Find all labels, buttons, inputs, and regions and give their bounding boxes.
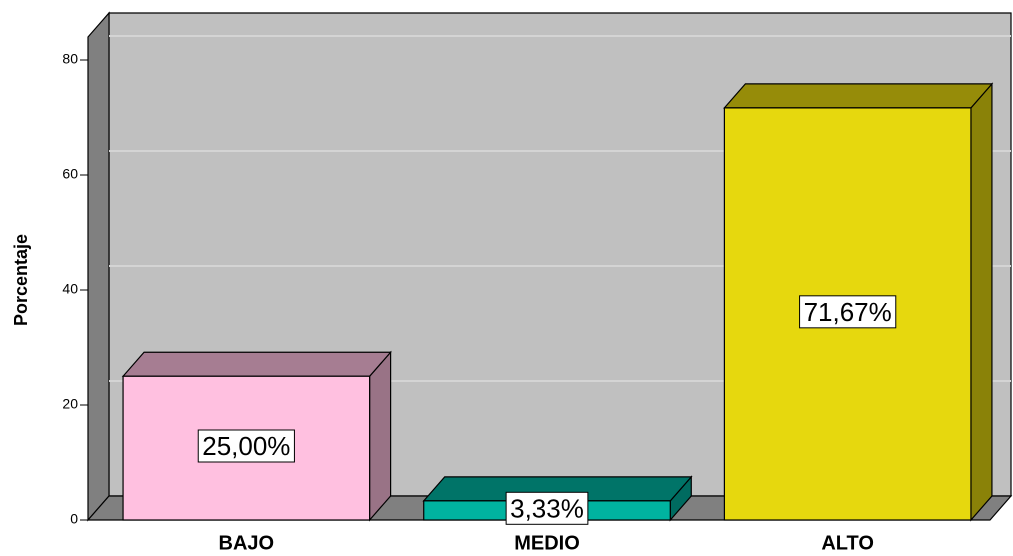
x-tick-label: MEDIO xyxy=(514,532,580,554)
value-label: 71,67% xyxy=(804,297,892,327)
bar-top xyxy=(723,83,994,109)
value-label: 3,33% xyxy=(510,493,584,523)
value-label: 25,00% xyxy=(202,431,290,461)
x-tick-label: BAJO xyxy=(219,532,275,554)
value-label-box xyxy=(197,429,295,463)
value-label-box xyxy=(799,295,897,329)
y-tick-label: 20 xyxy=(62,396,78,412)
y-tick-label: 60 xyxy=(62,166,78,182)
y-tick-label: 80 xyxy=(62,51,78,67)
bar xyxy=(723,82,994,522)
x-tick-label: ALTO xyxy=(821,532,874,554)
bar-top xyxy=(121,351,392,377)
value-label-box xyxy=(505,491,589,525)
bar-side xyxy=(369,350,392,522)
y-tick-label: 0 xyxy=(70,511,78,527)
bar-side xyxy=(970,82,993,522)
y-tick-label: 40 xyxy=(62,281,78,297)
y-axis-label: Porcentaje xyxy=(11,234,31,326)
left-wall xyxy=(87,11,110,522)
